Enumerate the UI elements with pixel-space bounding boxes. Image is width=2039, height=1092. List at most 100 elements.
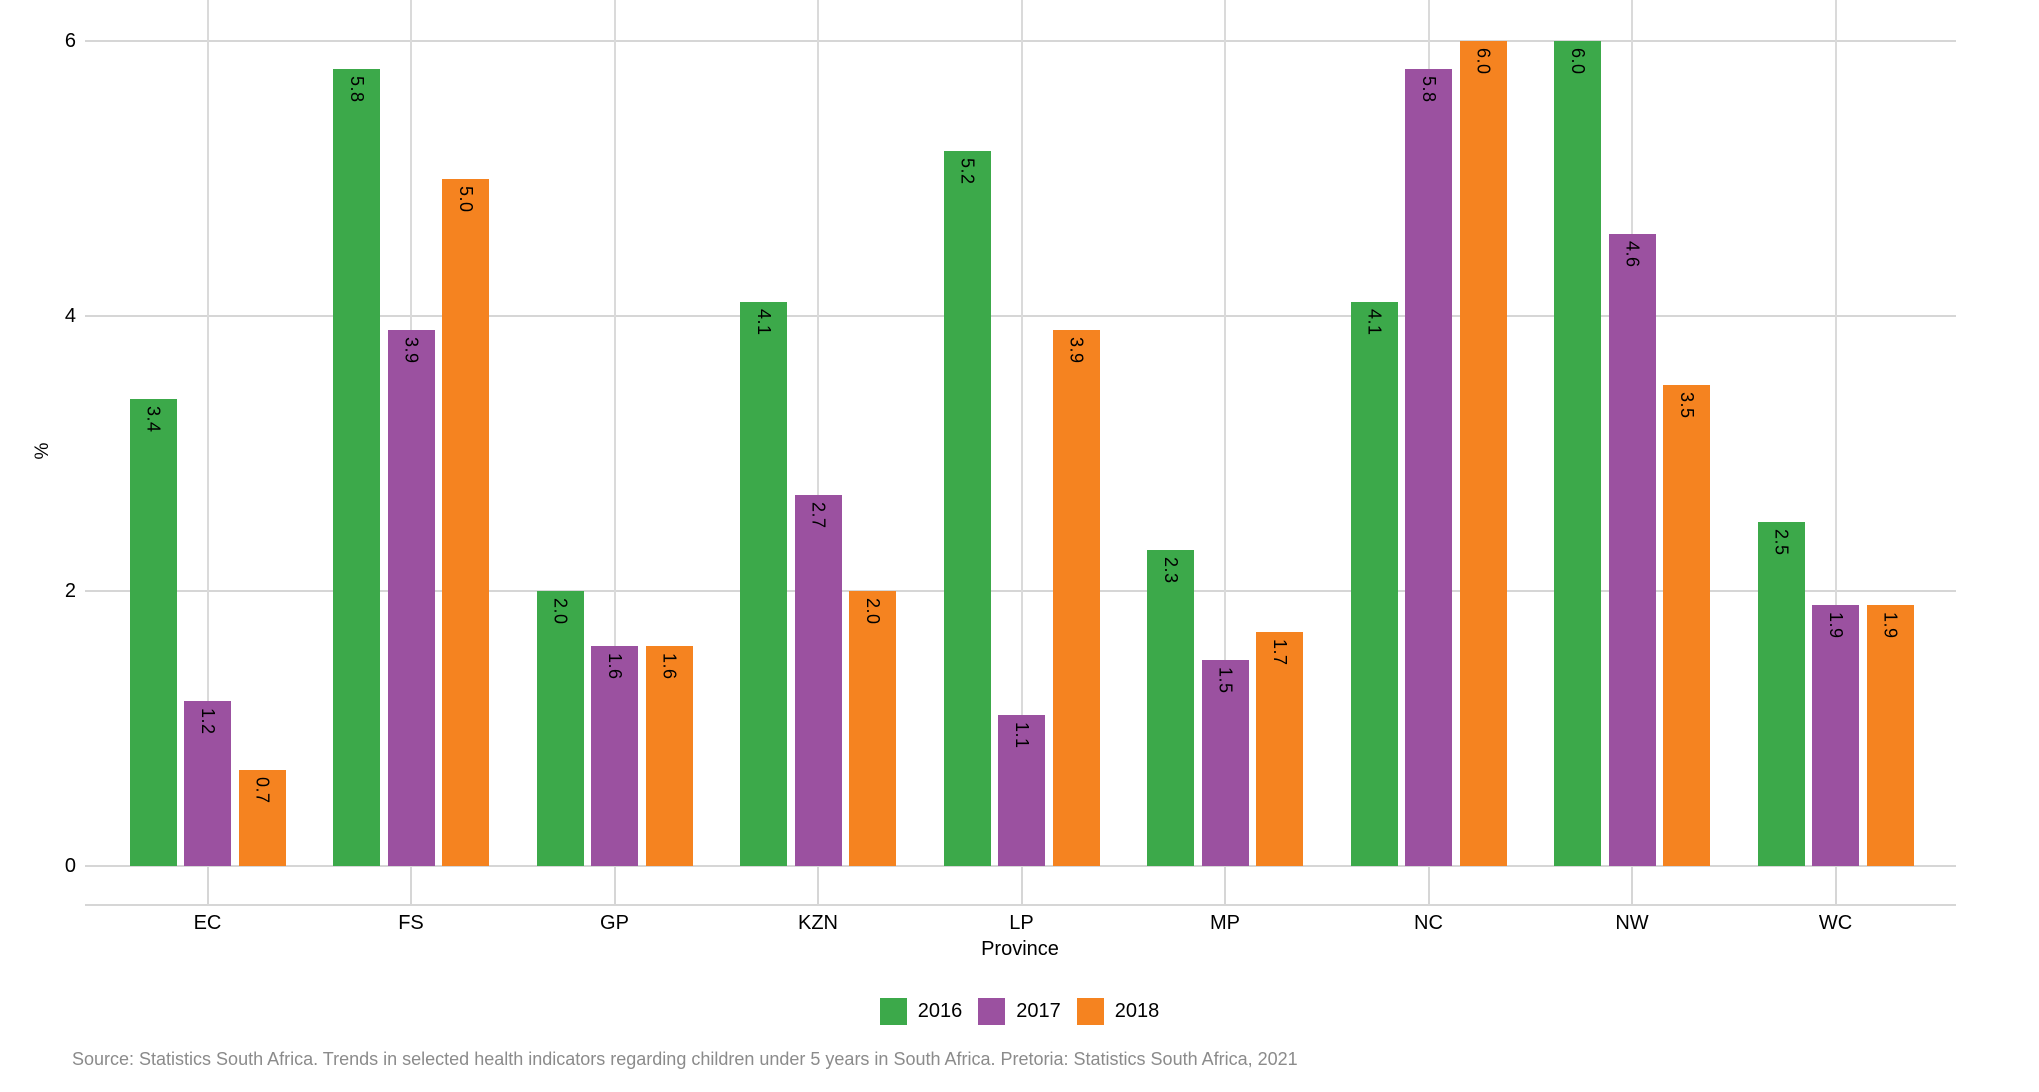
bar-WC-2017: 1.9 (1812, 604, 1859, 866)
bar-EC-2017: 1.2 (184, 701, 231, 866)
bar-value-label: 3.5 (1677, 391, 1697, 419)
x-axis-tick (817, 866, 819, 906)
x-tick-label: WC (1818, 912, 1853, 934)
y-tick-label: 6 (64, 30, 76, 52)
bar-value-label: 1.9 (1880, 611, 1901, 639)
legend-item-2016: 2016 (879, 998, 963, 1025)
bar-MP-2017: 1.5 (1201, 659, 1249, 866)
bar-NC-2016: 4.1 (1350, 302, 1398, 866)
bar-group: 4.1 2.7 2.0 (740, 0, 896, 866)
x-tick-label: NC (1414, 912, 1443, 934)
y-tick-label: 4 (64, 305, 76, 327)
bar-value-label: 4.1 (1364, 309, 1385, 336)
bar-group: 2.0 1.6 1.6 (536, 0, 693, 866)
x-axis-tick (1631, 866, 1633, 906)
x-tick-label: FS (398, 912, 424, 934)
bar-LP-2017: 1.1 (998, 714, 1045, 866)
legend-swatch-2016 (879, 998, 907, 1025)
bar-value-label: 5.8 (347, 75, 367, 103)
bar-EC-2018: 0.7 (238, 769, 286, 866)
x-axis-tick (1427, 866, 1430, 906)
bar-value-label: 6.0 (1473, 48, 1494, 75)
bar-FS-2017: 3.9 (387, 329, 435, 866)
vertical-gridline (1224, 0, 1226, 866)
x-axis-tick (613, 866, 616, 906)
bar-value-label: 2.3 (1161, 556, 1181, 584)
bar-group: 6.0 4.6 3.5 (1554, 0, 1710, 866)
bar-group: 4.1 5.8 6.0 (1350, 0, 1507, 866)
bar-value-label: 5.2 (957, 158, 978, 185)
x-axis-tick (410, 866, 412, 906)
bar-value-label: 1.6 (605, 653, 625, 680)
vertical-gridline (613, 0, 616, 866)
bar-value-label: 1.5 (1215, 666, 1236, 694)
bar-value-label: 5.0 (456, 185, 476, 213)
bar-value-label: 3.9 (1066, 336, 1087, 364)
x-tick-label: EC (193, 912, 222, 934)
bar-value-label: 0.7 (252, 776, 273, 804)
bar-GP-2017: 1.6 (591, 646, 638, 866)
bar-LP-2016: 5.2 (943, 151, 991, 866)
bar-KZN-2017: 2.7 (794, 494, 842, 866)
bar-value-label: 1.6 (659, 653, 680, 680)
vertical-gridline (1020, 0, 1023, 866)
bar-group: 3.4 1.2 0.7 (129, 0, 286, 866)
bar-GP-2018: 1.6 (645, 646, 693, 866)
bar-value-label: 2.5 (1771, 529, 1792, 556)
bar-group: 2.5 1.9 1.9 (1757, 0, 1914, 866)
bar-value-label: 2.0 (863, 598, 883, 625)
vertical-gridline (1834, 0, 1837, 866)
bar-value-label: 5.8 (1419, 75, 1439, 103)
bar-value-label: 4.6 (1622, 240, 1643, 268)
y-tick-label: 2 (64, 580, 76, 602)
source-note: Source: Statistics South Africa. Trends … (72, 1049, 1298, 1069)
legend-swatch-2018 (1076, 998, 1104, 1025)
plot-area: 3.4 1.2 0.7 5.8 3.9 5.0 2.0 1.6 1.6 4.1 2.7 2.0 5.2 1… (85, 0, 1956, 867)
legend-item-2017: 2017 (978, 998, 1061, 1025)
bar-value-label: 1.7 (1270, 639, 1290, 666)
vertical-gridline (817, 0, 819, 866)
bar-NW-2017: 4.6 (1608, 233, 1656, 866)
bar-value-label: 6.0 (1568, 48, 1588, 75)
x-tick-label: NW (1615, 912, 1649, 934)
bar-KZN-2018: 2.0 (849, 591, 896, 866)
bar-GP-2016: 2.0 (536, 591, 584, 866)
bar-WC-2018: 1.9 (1866, 604, 1914, 866)
bar-group: 2.3 1.5 1.7 (1147, 0, 1303, 866)
bar-MP-2018: 1.7 (1256, 632, 1303, 866)
bar-FS-2016: 5.8 (333, 68, 380, 866)
bar-value-label: 3.4 (143, 405, 164, 433)
x-tick-label: MP (1210, 912, 1240, 934)
bar-EC-2016: 3.4 (129, 398, 177, 866)
bar-LP-2018: 3.9 (1052, 329, 1100, 866)
y-axis-title: % (32, 442, 53, 460)
x-axis-tick (1224, 866, 1226, 906)
x-tick-label: GP (600, 912, 629, 934)
bar-group: 5.8 3.9 5.0 (333, 0, 489, 866)
legend-item-2018: 2018 (1076, 998, 1160, 1025)
legend-label-2017: 2017 (1016, 1000, 1061, 1022)
bar-value-label: 1.1 (1012, 721, 1032, 749)
x-axis-tick (1834, 866, 1837, 906)
x-tick-label: KZN (798, 912, 838, 934)
legend-label-2016: 2016 (917, 1000, 963, 1022)
y-tick-label: 0 (64, 855, 76, 877)
bar-value-label: 1.2 (198, 708, 218, 735)
bar-NW-2016: 6.0 (1554, 41, 1601, 866)
x-axis-title: Province (981, 938, 1059, 960)
bar-NC-2017: 5.8 (1405, 68, 1452, 866)
bar-value-label: 2.7 (808, 501, 829, 529)
legend-swatch-2017 (978, 998, 1006, 1025)
bar-KZN-2016: 4.1 (740, 302, 787, 866)
x-axis-tick (1020, 866, 1023, 906)
bar-FS-2018: 5.0 (442, 178, 489, 866)
bar-value-label: 3.9 (401, 336, 422, 364)
x-tick-label: LP (1009, 912, 1034, 934)
legend-label-2018: 2018 (1114, 1000, 1160, 1022)
bar-group: 5.2 1.1 3.9 (943, 0, 1100, 866)
bar-NW-2018: 3.5 (1663, 384, 1710, 866)
x-axis-tick (206, 866, 209, 906)
vertical-gridline (206, 0, 209, 866)
bar-MP-2016: 2.3 (1147, 549, 1194, 866)
